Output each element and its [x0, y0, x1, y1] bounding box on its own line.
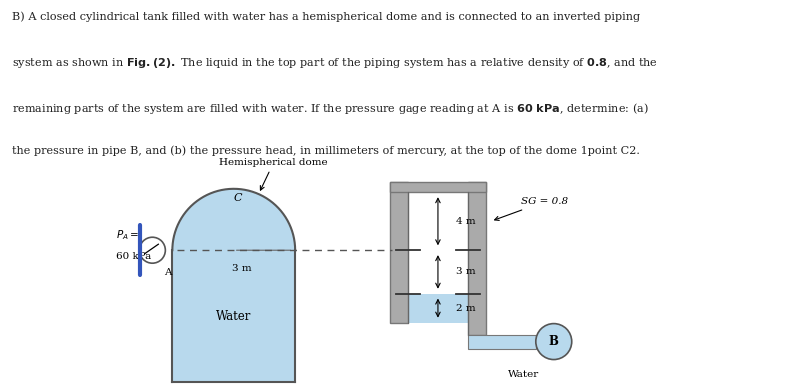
Text: system as shown in $\mathbf{Fig.(2).}$ The liquid in the top part of the piping : system as shown in $\mathbf{Fig.(2).}$ T… — [12, 56, 658, 70]
Text: the pressure in pipe B, and (b) the pressure head, in millimeters of mercury, at: the pressure in pipe B, and (b) the pres… — [12, 146, 640, 156]
Bar — [172, 250, 295, 382]
Bar — [468, 335, 536, 348]
Text: SG = 0.8: SG = 0.8 — [494, 197, 568, 220]
Text: C: C — [234, 193, 242, 203]
Text: 2 m: 2 m — [456, 304, 475, 313]
Text: Water: Water — [508, 370, 539, 379]
Text: 3 m: 3 m — [232, 264, 251, 273]
Text: 60 kPa: 60 kPa — [117, 252, 152, 261]
Polygon shape — [172, 189, 295, 250]
Text: Hemispherical dome: Hemispherical dome — [219, 158, 328, 190]
Text: Water: Water — [216, 310, 251, 323]
Text: B) A closed cylindrical tank filled with water has a hemispherical dome and is c: B) A closed cylindrical tank filled with… — [12, 11, 640, 22]
Bar — [408, 192, 468, 323]
Bar — [468, 182, 486, 335]
Bar — [468, 265, 486, 335]
Text: $P_A =$: $P_A =$ — [117, 229, 139, 242]
Text: B: B — [549, 335, 558, 348]
Circle shape — [139, 237, 166, 263]
Text: 3 m: 3 m — [456, 267, 475, 276]
Text: 4 m: 4 m — [456, 217, 475, 226]
Bar — [408, 294, 468, 323]
Bar — [390, 182, 486, 192]
Text: remaining parts of the system are filled with water. If the pressure gage readin: remaining parts of the system are filled… — [12, 101, 649, 116]
Text: A: A — [164, 268, 172, 277]
Bar — [390, 182, 408, 323]
Circle shape — [536, 324, 572, 359]
